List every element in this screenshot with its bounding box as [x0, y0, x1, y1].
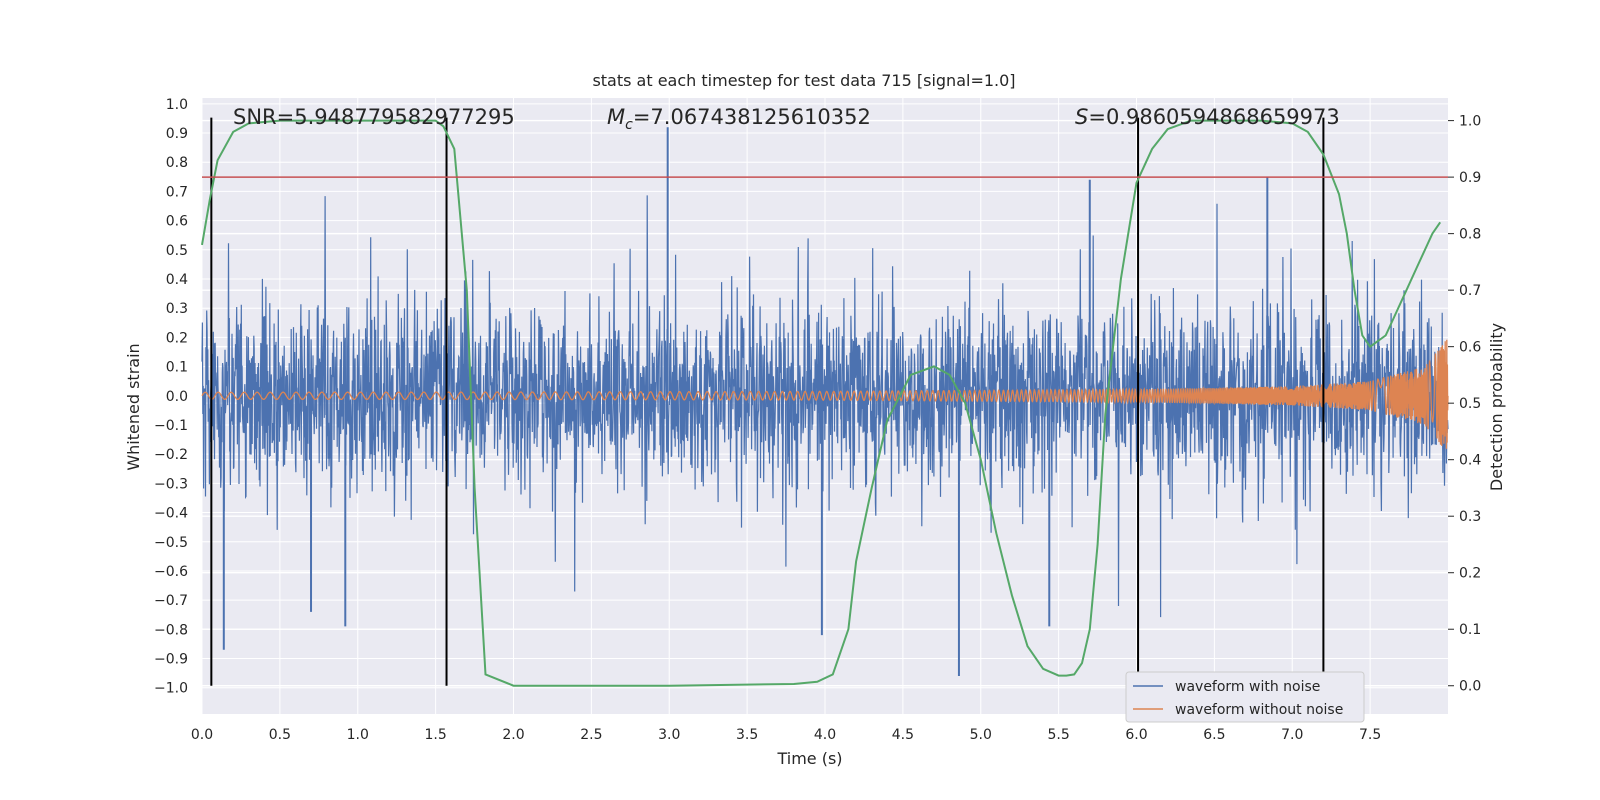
- chirp-mass-annotation: Mc=7.067438125610352: [607, 105, 871, 133]
- x-tick-label: 7.5: [1359, 727, 1381, 743]
- y-left-tick-label: 0.1: [166, 360, 188, 376]
- y-left-tick-label: −0.9: [154, 652, 188, 668]
- y-axis-label-right: Detection probability: [1487, 323, 1506, 491]
- x-tick-label: 0.5: [269, 727, 291, 743]
- y-right-tick-label: 0.5: [1459, 396, 1481, 412]
- y-left-tick-label: 0.9: [166, 126, 188, 142]
- y-axis-label-left: Whitened strain: [124, 343, 143, 470]
- y-left-tick-label: −0.6: [154, 564, 188, 580]
- y-right-tick-label: 0.1: [1459, 622, 1481, 638]
- y-left-tick-label: 0.4: [166, 272, 188, 288]
- s-value: =0.9860594868659973: [1088, 105, 1339, 129]
- x-axis-label: Time (s): [776, 749, 842, 768]
- x-tick-label: 7.0: [1281, 727, 1303, 743]
- y-right-tick-label: 0.2: [1459, 566, 1481, 582]
- y-right-tick-label: 0.8: [1459, 227, 1481, 243]
- y-left-tick-label: 0.0: [166, 389, 188, 405]
- y-left-tick-label: 0.6: [166, 214, 188, 230]
- annotations: SNR=5.948779582977295 Mc=7.0674381256103…: [233, 105, 1340, 133]
- snr-annotation: SNR=5.948779582977295: [233, 105, 515, 129]
- chart-title: stats at each timestep for test data 715…: [592, 71, 1015, 90]
- y-right-tick-label: 0.3: [1459, 509, 1481, 525]
- x-tick-label: 1.5: [424, 727, 446, 743]
- x-tick-label: 3.5: [736, 727, 758, 743]
- s-symbol: S: [1075, 105, 1088, 129]
- x-tick-label: 5.5: [1047, 727, 1069, 743]
- score-annotation: S=0.9860594868659973: [1075, 105, 1340, 129]
- y-right-tick-label: 0.7: [1459, 283, 1481, 299]
- vertical-markers: [210, 117, 1325, 686]
- x-tick-label: 1.0: [347, 727, 369, 743]
- y-left-tick-label: −0.5: [154, 535, 188, 551]
- y-left-tick-label: 1.0: [166, 97, 188, 113]
- clean-trace: [201, 339, 1449, 449]
- x-tick-label: 2.5: [580, 727, 602, 743]
- x-tick-label: 0.0: [191, 727, 213, 743]
- y-left-tick-label: −0.3: [154, 476, 188, 492]
- y-left-tick-label: 0.5: [166, 243, 188, 259]
- x-tick-label: 5.0: [970, 727, 992, 743]
- x-tick-label: 4.0: [814, 727, 836, 743]
- y-left-tick-label: −0.4: [154, 506, 188, 522]
- y-left-tick-label: 0.2: [166, 330, 188, 346]
- y-left-tick-label: −0.7: [154, 593, 188, 609]
- x-axis-ticks: 0.0 0.5 1.0 1.5 2.0 2.5 3.0 3.5 4.0 4.5 5.0 5.5 6.0 6…: [191, 727, 1381, 743]
- y-left-tick-label: 0.7: [166, 184, 188, 200]
- y-left-tick-label: −0.2: [154, 447, 188, 463]
- series-detection-probability: [201, 119, 1442, 687]
- y-left-tick-label: −0.8: [154, 622, 188, 638]
- y-right-tick-label: 0.0: [1459, 679, 1481, 695]
- series-waveform-with-noise: [201, 127, 1449, 677]
- mc-subscript: c: [625, 117, 633, 133]
- probability-line: [201, 119, 1442, 687]
- y-left-tick-label: −0.1: [154, 418, 188, 434]
- y-left-tick-label: 0.8: [166, 155, 188, 171]
- x-tick-label: 3.0: [658, 727, 680, 743]
- x-tick-label: 2.0: [502, 727, 524, 743]
- x-tick-label: 4.5: [892, 727, 914, 743]
- legend-box: [1125, 671, 1365, 723]
- mc-symbol: M: [607, 105, 625, 129]
- y-right-tick-label: 0.4: [1459, 453, 1481, 469]
- series-waveform-without-noise: [201, 339, 1449, 449]
- x-tick-label: 6.0: [1125, 727, 1147, 743]
- y-right-tick-label: 0.6: [1459, 340, 1481, 356]
- y-left-tick-label: −1.0: [154, 681, 188, 697]
- y-left-tick-label: 0.3: [166, 301, 188, 317]
- y-left-axis-ticks: −1.0 −0.9 −0.8 −0.7 −0.6 −0.5 −0.4 −0.3 −0.2 −0.1…: [154, 97, 188, 697]
- y-right-axis-ticks: 0.0 0.1 0.2 0.3 0.4 0.5 0.6 0.7 0.8 0.9 1.0: [1448, 114, 1481, 695]
- mc-value: =7.067438125610352: [633, 105, 871, 129]
- noise-trace: [201, 195, 1449, 618]
- y-right-tick-label: 0.9: [1459, 170, 1481, 186]
- x-tick-label: 6.5: [1203, 727, 1225, 743]
- legend: waveform with noise waveform without noi…: [1125, 671, 1365, 723]
- legend-label-noise: waveform with noise: [1175, 679, 1320, 695]
- legend-label-clean: waveform without noise: [1175, 702, 1343, 718]
- y-right-tick-label: 1.0: [1459, 114, 1481, 130]
